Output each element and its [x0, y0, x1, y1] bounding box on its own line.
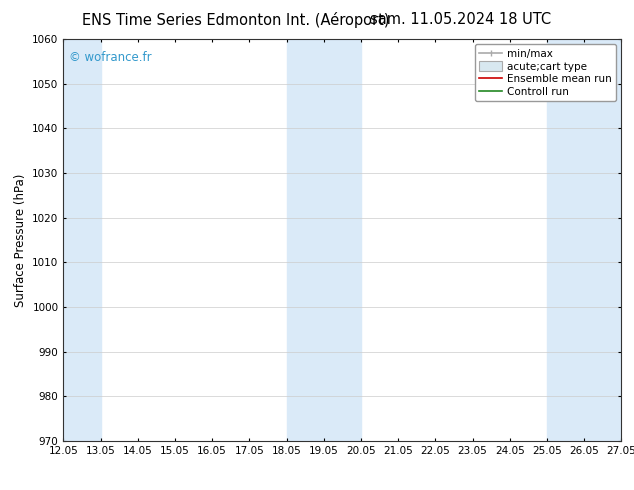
Legend: min/max, acute;cart type, Ensemble mean run, Controll run: min/max, acute;cart type, Ensemble mean …: [475, 45, 616, 101]
Y-axis label: Surface Pressure (hPa): Surface Pressure (hPa): [14, 173, 27, 307]
Bar: [287, 39, 361, 441]
Text: sam. 11.05.2024 18 UTC: sam. 11.05.2024 18 UTC: [370, 12, 552, 27]
Text: ENS Time Series Edmonton Int. (Aéroport): ENS Time Series Edmonton Int. (Aéroport): [82, 12, 390, 28]
Bar: [63, 39, 101, 441]
Text: © wofrance.fr: © wofrance.fr: [69, 51, 152, 64]
Bar: [547, 39, 621, 441]
